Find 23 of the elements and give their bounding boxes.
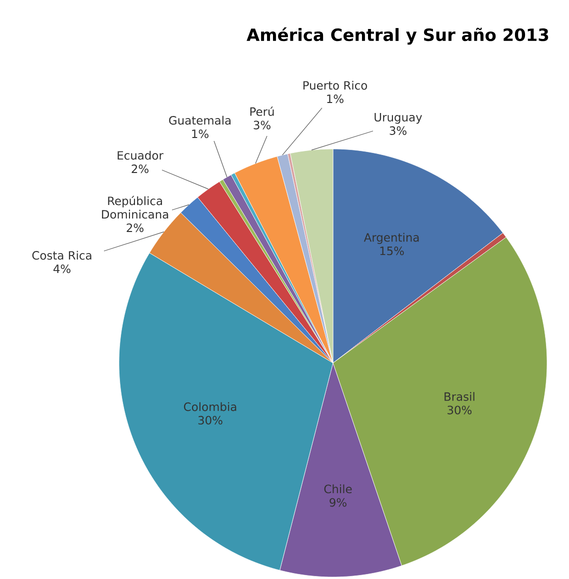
- slice-label: Uruguay: [374, 113, 422, 124]
- data-label: 4%: [53, 264, 70, 274]
- chart-title: América Central y Sur año 2013: [246, 27, 548, 45]
- slice-label: Argentina: [364, 232, 419, 244]
- data-label: 15%: [380, 246, 404, 256]
- slice-label: Brasil: [444, 392, 474, 401]
- data-label: 3%: [254, 120, 270, 130]
- data-label: 1%: [192, 129, 208, 138]
- data-label: 3%: [390, 126, 406, 135]
- data-label: 2%: [126, 223, 144, 232]
- slice-label: Guatemala: [169, 116, 231, 125]
- slice-label: Ecuador: [118, 150, 164, 160]
- data-label: 30%: [198, 416, 222, 425]
- slice-label: Chile: [324, 484, 352, 494]
- data-label: 2%: [132, 164, 148, 174]
- slice-label: Costa Rica: [32, 250, 92, 260]
- slice-label: Perú: [250, 106, 274, 116]
- slice-label: República Dominicana: [102, 196, 168, 219]
- data-label: 30%: [448, 406, 472, 414]
- data-label: 1%: [327, 94, 344, 104]
- data-label: 9%: [330, 498, 346, 507]
- slice-label: Colombia: [184, 402, 236, 412]
- slice-label: Puerto Rico: [303, 80, 368, 90]
